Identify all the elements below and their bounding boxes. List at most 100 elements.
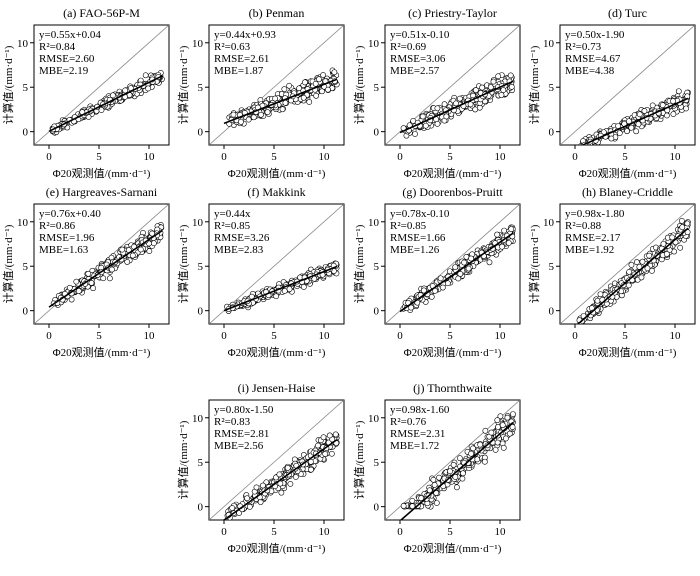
data-point xyxy=(300,284,307,290)
x-tick-label: 0 xyxy=(46,330,52,342)
regression-line xyxy=(577,227,689,324)
y-axis-label: 计算值/(mm·d⁻¹) xyxy=(352,224,366,303)
y-tick-label: 5 xyxy=(374,457,380,469)
data-point xyxy=(109,92,116,99)
regression-line xyxy=(582,97,689,145)
data-point xyxy=(312,80,319,87)
data-point xyxy=(439,284,446,291)
y-tick-label: 10 xyxy=(368,217,380,229)
data-point xyxy=(325,86,331,93)
data-point xyxy=(501,227,508,234)
data-point xyxy=(282,99,289,106)
y-tick-label: 10 xyxy=(192,413,204,425)
data-point xyxy=(409,497,416,504)
data-point xyxy=(509,424,516,431)
data-point xyxy=(286,82,293,89)
data-point xyxy=(472,87,479,94)
data-point xyxy=(437,275,444,282)
y-tick-label: 5 xyxy=(549,261,555,273)
data-point xyxy=(253,484,260,491)
data-point xyxy=(428,293,435,300)
stat-line: R²=0.76 xyxy=(390,416,427,428)
data-point xyxy=(326,432,333,439)
stat-line: RMSE=2.81 xyxy=(214,428,269,440)
x-tick-label: 5 xyxy=(96,151,102,163)
data-point xyxy=(444,280,451,287)
data-point xyxy=(490,78,497,85)
data-point xyxy=(272,95,279,102)
x-axis-label: Φ20观测值/(mm·d⁻¹) xyxy=(228,346,326,359)
data-point xyxy=(492,446,499,453)
stat-line: RMSE=2.61 xyxy=(214,53,269,65)
y-axis-label: 计算值/(mm·d⁻¹) xyxy=(352,420,366,499)
data-point xyxy=(244,495,250,502)
x-tick-label: 10 xyxy=(144,151,156,163)
data-point xyxy=(608,135,615,142)
y-tick-label: 5 xyxy=(23,261,29,273)
data-point xyxy=(494,439,501,446)
data-point xyxy=(499,422,506,429)
stat-line: RMSE=2.17 xyxy=(565,232,621,244)
data-point xyxy=(287,480,294,487)
data-point xyxy=(316,76,322,83)
scatter-panel-b: (b) Penman 0 5 10 0 5 10 Φ20观测值/(mm·d⁻¹) 计算值/(mm… xyxy=(176,6,345,180)
data-point xyxy=(250,114,257,121)
regression-line xyxy=(223,78,338,125)
data-point xyxy=(578,147,583,152)
scatter-panel-h: (h) Blaney-Criddle 0 5 10 0 5 10 Φ20观测值/(mm·d⁻¹… xyxy=(527,185,696,359)
scatter-points xyxy=(226,67,340,128)
stat-line: MBE=2.56 xyxy=(214,440,264,452)
data-point xyxy=(137,246,144,253)
x-tick-label: 10 xyxy=(670,151,682,163)
data-point xyxy=(482,427,489,434)
data-point xyxy=(433,490,440,496)
regression-line xyxy=(48,230,163,308)
scatter-panel-i: (i) Jensen-Haise 0 5 10 0 5 10 Φ20观测值/(mm·d⁻¹) 计… xyxy=(176,381,345,555)
x-tick-label: 5 xyxy=(447,330,453,342)
data-point xyxy=(583,146,588,151)
data-point xyxy=(585,144,588,145)
regression-line xyxy=(223,438,338,520)
data-point xyxy=(506,430,513,437)
stat-line: R²=0.73 xyxy=(565,41,602,53)
data-point xyxy=(498,92,505,98)
data-point xyxy=(628,124,635,131)
data-point xyxy=(508,83,515,90)
data-point xyxy=(302,79,308,86)
data-point xyxy=(284,465,291,471)
y-tick-label: 0 xyxy=(23,306,29,318)
data-point xyxy=(331,69,338,76)
stat-line: y=0.76x+0.40 xyxy=(39,208,101,220)
stat-line: y=0.44x xyxy=(214,208,251,220)
data-point xyxy=(90,285,97,292)
panel-title: (i) Jensen-Haise xyxy=(238,381,316,395)
data-point xyxy=(434,105,441,112)
data-point xyxy=(457,455,463,462)
stat-line: MBE=1.92 xyxy=(565,244,614,256)
panel-title: (g) Doorenbos-Pruitt xyxy=(402,185,503,199)
data-point xyxy=(500,87,507,93)
regression-line xyxy=(400,421,514,520)
data-point xyxy=(616,130,623,136)
data-point xyxy=(277,480,284,487)
data-point xyxy=(73,278,80,285)
y-tick-label: 10 xyxy=(17,38,29,50)
data-point xyxy=(100,275,107,282)
data-point xyxy=(145,85,152,92)
stat-line: RMSE=1.96 xyxy=(39,232,95,244)
data-point xyxy=(663,251,670,257)
data-point xyxy=(460,470,466,477)
data-point xyxy=(418,495,425,501)
panel-title: (c) Priestry-Taylor xyxy=(408,6,497,20)
data-point xyxy=(150,240,157,247)
stat-line: RMSE=1.66 xyxy=(390,232,446,244)
x-tick-label: 5 xyxy=(622,330,628,342)
data-point xyxy=(633,128,640,135)
panel-title: (f) Makkink xyxy=(247,185,305,199)
data-point xyxy=(461,259,467,266)
data-point xyxy=(659,102,666,109)
data-point xyxy=(670,111,677,117)
y-tick-label: 10 xyxy=(368,413,380,425)
scatter-panel-e: (e) Hargreaves-Sarnani 0 5 10 0 5 10 Φ20观测值/(mm… xyxy=(1,185,170,359)
one-to-one-line xyxy=(560,25,695,145)
